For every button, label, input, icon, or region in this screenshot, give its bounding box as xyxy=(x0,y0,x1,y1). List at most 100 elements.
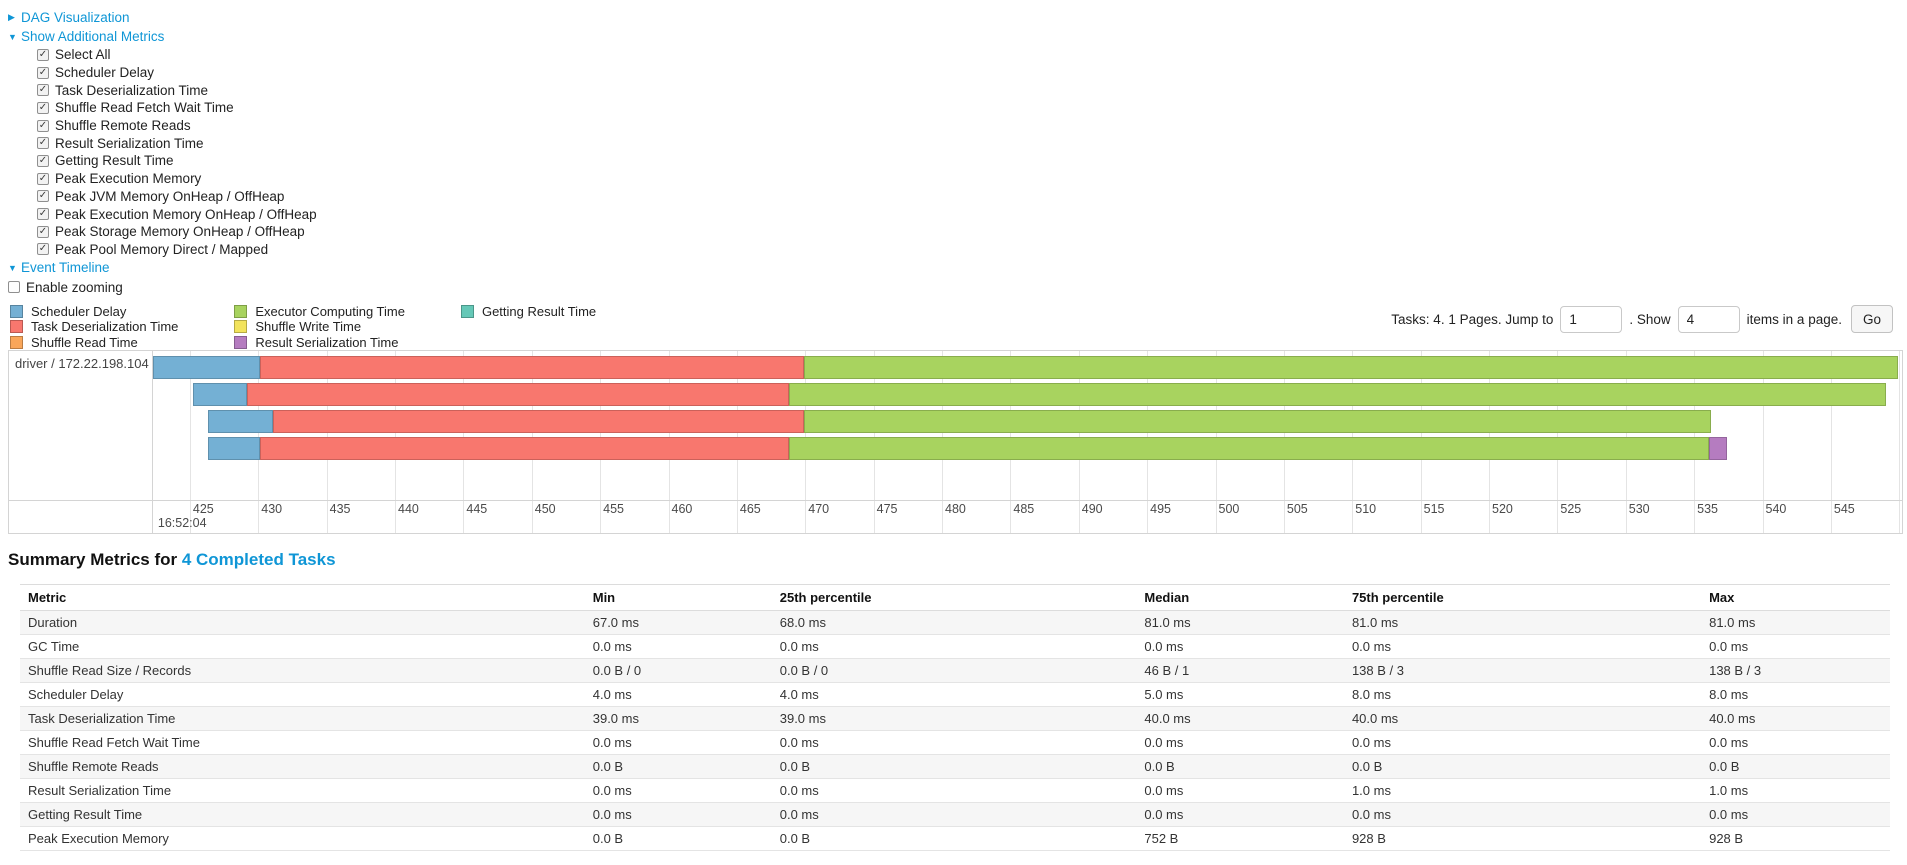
metric-checkbox[interactable]: ✓ xyxy=(37,66,49,79)
metric-value-cell: 68.0 ms xyxy=(771,610,1137,636)
metric-value-cell: 39.0 ms xyxy=(584,706,772,732)
timeline-tick-label: 540 xyxy=(1765,502,1787,517)
legend-item-label: Getting Result Time xyxy=(481,303,597,319)
summary-metrics-table: Metric Min 25th percentile Median 75th perce… xyxy=(20,584,1890,852)
timeline-tick-label: 450 xyxy=(534,502,556,517)
completed-tasks-link[interactable]: 4 Completed Tasks xyxy=(181,550,336,570)
computing-legend-swatch xyxy=(234,304,248,318)
go-button[interactable]: Go xyxy=(1850,305,1893,334)
metric-value-cell: 0.0 B xyxy=(771,826,1137,852)
metric-checkbox-row: ✓ Getting Result Time xyxy=(37,152,1907,170)
metric-checkbox[interactable]: ✓ xyxy=(37,154,49,167)
task-bar-segment-deserialization[interactable] xyxy=(273,410,804,434)
metric-name-cell: Shuffle Remote Reads xyxy=(20,754,585,780)
metric-name-cell: Result Serialization Time xyxy=(20,778,585,804)
summary-column-header: Metric xyxy=(20,584,585,612)
metric-checkbox[interactable]: ✓ xyxy=(37,137,49,150)
timeline-legend: Scheduler Delay Task Deserialization Time… xyxy=(10,303,1907,350)
metric-checkbox[interactable]: ✓ xyxy=(37,243,49,256)
task-pagination: Tasks: 4. 1 Pages. Jump to . Show items … xyxy=(1391,305,1893,334)
task-bar-segment-scheduler[interactable] xyxy=(153,356,260,380)
task-bar-segment-deserialization[interactable] xyxy=(259,356,804,380)
task-bar-segment-serialization[interactable] xyxy=(1709,437,1727,461)
task-bar-segment-scheduler[interactable] xyxy=(207,437,260,461)
expanded-arrow-icon: ▼ xyxy=(8,262,17,273)
timeline-tick-label: 525 xyxy=(1560,502,1582,517)
task-bar-segment-deserialization[interactable] xyxy=(247,383,789,407)
summary-table-row: Task Deserialization Time 39.0 ms 39.0 ms 4… xyxy=(20,706,1890,732)
timeline-tick-label: 490 xyxy=(1081,502,1103,517)
metric-checkbox[interactable]: ✓ xyxy=(37,84,49,97)
metric-name-cell: Duration xyxy=(20,610,585,636)
timeline-tick-label: 435 xyxy=(329,502,351,517)
items-per-page-input[interactable] xyxy=(1677,305,1740,333)
metric-value-cell: 0.0 ms xyxy=(771,634,1137,660)
metric-value-cell: 0.0 ms xyxy=(584,802,772,828)
metric-checkbox-row: ✓ Scheduler Delay xyxy=(37,64,1907,82)
metric-value-cell: 752 B xyxy=(1136,826,1344,852)
metric-value-cell: 0.0 ms xyxy=(1136,730,1344,756)
metric-checkbox-row: ✓ Shuffle Read Fetch Wait Time xyxy=(37,99,1907,117)
timeline-tick-label: 430 xyxy=(261,502,283,517)
summary-column-header: 75th percentile xyxy=(1343,584,1702,612)
event-timeline-toggle[interactable]: ▼ Event Timeline xyxy=(8,258,1907,277)
summary-table-row: Shuffle Read Fetch Wait Time 0.0 ms 0.0 ms… xyxy=(20,730,1890,756)
timeline-gridline xyxy=(189,351,191,534)
metric-checkbox-row: ✓ Task Deserialization Time xyxy=(37,81,1907,99)
timeline-time-axis: 425 16:52:04 430 435 440 445 450 455 460 465 470 47… xyxy=(153,501,1902,533)
summary-table-row: Result Serialization Time 0.0 ms 0.0 ms 0.0… xyxy=(20,778,1890,804)
metric-value-cell: 4.0 ms xyxy=(771,682,1137,708)
legend-item-label: Executor Computing Time xyxy=(255,303,405,319)
dag-visualization-toggle[interactable]: ▶ DAG Visualization xyxy=(8,8,1907,27)
task-bar-segment-scheduler[interactable] xyxy=(207,410,274,434)
pagination-items-text: items in a page. xyxy=(1746,311,1842,327)
event-timeline-chart: driver / 172.22.198.104 425 16:52:04 430 43… xyxy=(8,350,1903,535)
timeline-executor-column: driver / 172.22.198.104 xyxy=(9,351,153,534)
timeline-plot-area: 425 16:52:04 430 435 440 445 450 455 460 465 470 47… xyxy=(153,351,1902,534)
getting_result-legend-swatch xyxy=(460,304,474,318)
metric-name-cell: GC Time xyxy=(20,634,585,660)
metric-checkbox[interactable]: ✓ xyxy=(37,172,49,185)
task-bar-segment-computing[interactable] xyxy=(788,383,1886,407)
metric-value-cell: 0.0 ms xyxy=(1136,778,1344,804)
timeline-tick-label: 485 xyxy=(1013,502,1035,517)
metric-checkbox-row: ✓ Peak JVM Memory OnHeap / OffHeap xyxy=(37,188,1907,206)
enable-zooming-row: Enable zooming xyxy=(8,278,1907,296)
metric-checkbox[interactable]: ✓ xyxy=(37,101,49,114)
metric-checkbox[interactable]: ✓ xyxy=(37,225,49,238)
metric-value-cell: 0.0 ms xyxy=(1701,634,1890,660)
timeline-tick-label: 530 xyxy=(1628,502,1650,517)
task-bar-segment-computing[interactable] xyxy=(803,356,1898,380)
metric-checkbox[interactable]: ✓ xyxy=(37,208,49,221)
summary-title-text: Summary Metrics for xyxy=(8,550,182,570)
collapsed-arrow-icon: ▶ xyxy=(8,12,15,22)
enable-zooming-checkbox[interactable] xyxy=(8,281,20,294)
metrics-checkbox-list: ✓ Select All ✓ Scheduler Delay ✓ Task Deseria… xyxy=(37,46,1907,258)
show-additional-metrics-label: Show Additional Metrics xyxy=(21,29,165,44)
task-bar-segment-scheduler[interactable] xyxy=(192,383,248,407)
jump-to-page-input[interactable] xyxy=(1560,305,1623,333)
metric-value-cell: 0.0 B xyxy=(1343,754,1702,780)
metric-checkbox[interactable]: ✓ xyxy=(37,48,49,61)
metric-checkbox-label: Shuffle Read Fetch Wait Time xyxy=(55,100,234,116)
metric-checkbox[interactable]: ✓ xyxy=(37,119,49,132)
metric-checkbox-label: Getting Result Time xyxy=(55,153,174,169)
timeline-tick-label: 505 xyxy=(1286,502,1308,517)
metric-value-cell: 0.0 B / 0 xyxy=(771,658,1137,684)
metric-checkbox[interactable]: ✓ xyxy=(37,190,49,203)
task-bar-segment-computing[interactable] xyxy=(788,437,1710,461)
timeline-tick-label: 460 xyxy=(671,502,693,517)
metric-value-cell: 138 B / 3 xyxy=(1343,658,1702,684)
task-bar-segment-deserialization[interactable] xyxy=(259,437,789,461)
metric-value-cell: 1.0 ms xyxy=(1343,778,1702,804)
timeline-tick-label: 515 xyxy=(1423,502,1445,517)
metric-value-cell: 0.0 ms xyxy=(1136,634,1344,660)
metric-checkbox-row: ✓ Select All xyxy=(37,46,1907,64)
metric-value-cell: 0.0 ms xyxy=(584,730,772,756)
summary-table-row: Scheduler Delay 4.0 ms 4.0 ms 5.0 ms 8.0 ms 8… xyxy=(20,682,1890,708)
task-bar-segment-computing[interactable] xyxy=(803,410,1711,434)
summary-table-row: Shuffle Remote Reads 0.0 B 0.0 B 0.0 B 0.0 B… xyxy=(20,754,1890,780)
summary-table-row: GC Time 0.0 ms 0.0 ms 0.0 ms 0.0 ms 0.0 ms xyxy=(20,634,1890,660)
show-additional-metrics-toggle[interactable]: ▼ Show Additional Metrics xyxy=(8,27,1907,46)
metric-value-cell: 0.0 B xyxy=(584,826,772,852)
